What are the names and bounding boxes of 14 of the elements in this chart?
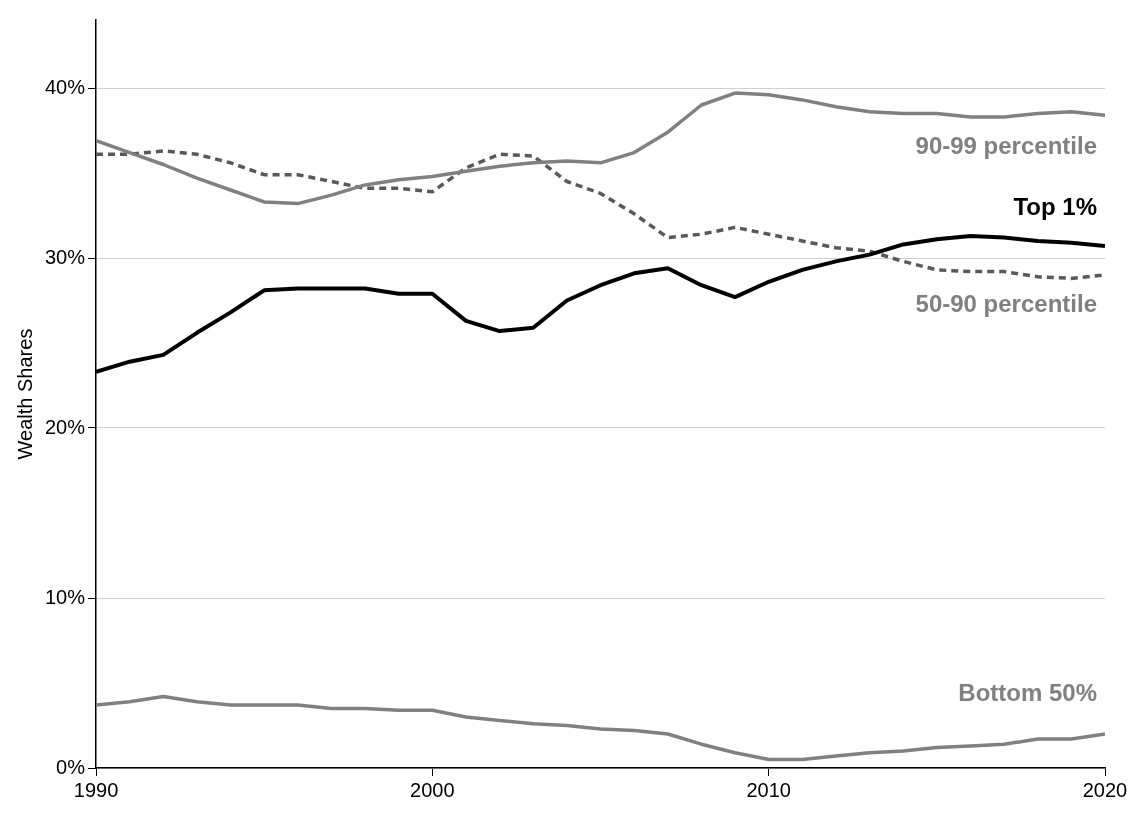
series-label: Bottom 50% <box>958 678 1097 706</box>
series-label: Top 1% <box>1013 192 1097 220</box>
x-tick-label: 2000 <box>410 778 455 801</box>
x-tick-label: 1990 <box>73 778 119 801</box>
y-tick-label: 10% <box>45 585 86 608</box>
y-tick-label: 30% <box>45 245 86 268</box>
x-tick-label: 2020 <box>1082 778 1128 801</box>
series-label: 90-99 percentile <box>915 131 1097 159</box>
y-axis-title: Wealth Shares <box>13 328 36 460</box>
x-tick-label: 2010 <box>746 778 791 801</box>
y-tick-label: 20% <box>45 415 86 438</box>
series-label: 50-90 percentile <box>915 289 1097 317</box>
y-tick-label: 40% <box>45 75 86 98</box>
y-tick-label: 0% <box>56 755 86 778</box>
